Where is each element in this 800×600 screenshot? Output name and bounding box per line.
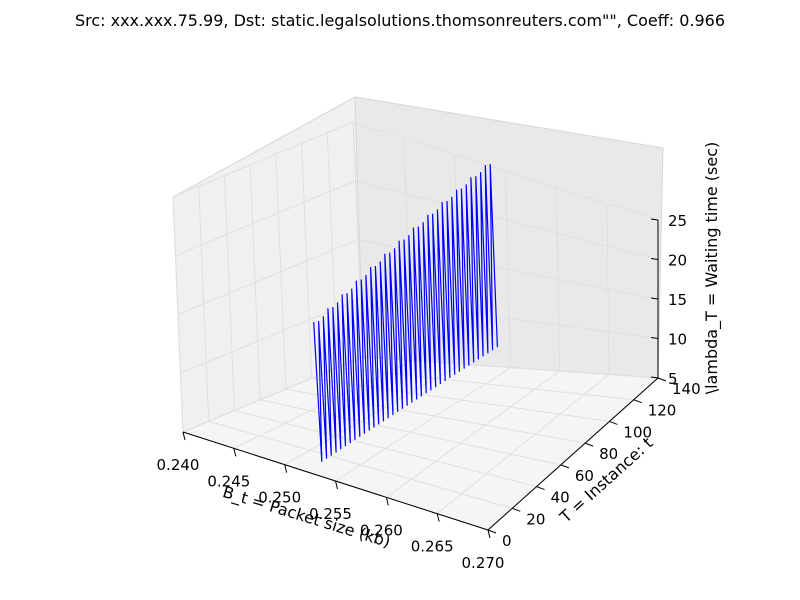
x-tick-mark	[487, 529, 491, 539]
x-axis-line	[182, 431, 489, 531]
y-tick-mark	[487, 529, 497, 534]
y-tick-label: 140	[672, 380, 701, 398]
y-tick-label: 100	[623, 423, 652, 441]
z-tick-label: 20	[668, 252, 687, 270]
y-tick-label: 120	[648, 402, 677, 420]
x-axis-label: B_t = Packet size (kb)	[220, 482, 393, 552]
y-tick-label: 0	[502, 532, 512, 550]
y-tick-mark	[657, 377, 667, 382]
y-tick-mark	[633, 399, 642, 404]
x-tick-mark	[335, 480, 338, 490]
x-tick-label: 0.260	[360, 521, 403, 539]
x-tick-mark	[385, 497, 389, 506]
y-tick-label: 20	[526, 510, 545, 528]
y-tick-mark	[609, 420, 618, 425]
x-tick-label: 0.250	[258, 489, 301, 507]
x-tick-label: 0.265	[411, 538, 454, 556]
y-tick-label: 80	[599, 445, 618, 463]
z-axis-label: \lambda_T = Waiting time (sec)	[702, 142, 722, 395]
series-layer	[313, 164, 498, 462]
z-grid-line	[177, 238, 659, 315]
z-tick-label: 15	[668, 291, 687, 309]
y-axis-line	[487, 377, 659, 531]
y-tick-mark	[560, 464, 570, 469]
axes	[182, 218, 667, 539]
y-tick-mark	[512, 507, 521, 512]
z-tick-mark	[650, 376, 659, 379]
z-grid-line	[175, 180, 659, 260]
chart-title: Src: xxx.xxx.75.99, Dst: static.legalsol…	[75, 11, 725, 30]
z-grid-line	[180, 297, 659, 374]
tick-labels: 0.240 0.245 0.250 0.255 0.260 0.265 0.270 0 20 40…	[157, 212, 701, 572]
y-tick-label: 40	[551, 489, 570, 507]
z-tick-mark	[650, 337, 659, 339]
z-grid-line	[172, 121, 659, 221]
z-tick-label: 10	[668, 331, 687, 349]
y-tick-label: 60	[575, 467, 594, 485]
z-tick-mark	[650, 218, 659, 221]
z-tick-mark	[650, 258, 659, 260]
series-line	[313, 164, 498, 462]
y-tick-mark	[536, 486, 545, 491]
x-tick-label: 0.270	[462, 554, 505, 572]
x-tick-label: 0.255	[309, 505, 352, 523]
x-tick-mark	[182, 431, 186, 441]
y-tick-mark	[584, 442, 594, 447]
z-tick-label: 25	[668, 212, 687, 230]
x-tick-mark	[284, 464, 288, 473]
z-tick-label: 5	[668, 370, 678, 388]
x-tick-label: 0.240	[157, 456, 200, 474]
x-tick-mark	[436, 513, 440, 522]
x-tick-mark	[233, 448, 237, 457]
z-tick-mark	[650, 297, 659, 300]
x-tick-label: 0.245	[207, 472, 250, 490]
